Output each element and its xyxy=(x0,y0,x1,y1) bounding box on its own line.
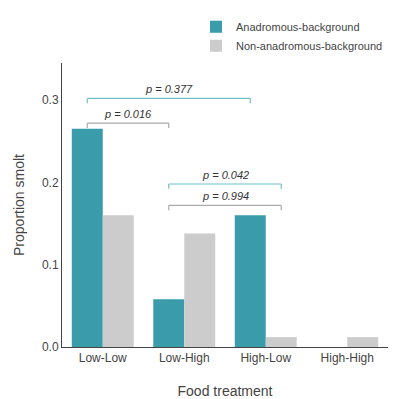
svg-text:0.0: 0.0 xyxy=(42,340,59,354)
svg-text:p = 0.377: p = 0.377 xyxy=(145,83,193,95)
svg-text:0.2: 0.2 xyxy=(42,176,59,190)
svg-text:Anadromous-background: Anadromous-background xyxy=(236,21,360,33)
svg-text:Low-Low: Low-Low xyxy=(79,351,127,365)
svg-text:Food treatment: Food treatment xyxy=(178,383,273,399)
svg-text:Non-anadromous-background: Non-anadromous-background xyxy=(236,40,382,52)
svg-text:High-High: High-High xyxy=(321,351,374,365)
svg-text:High-Low: High-Low xyxy=(240,351,291,365)
svg-text:p = 0.016: p = 0.016 xyxy=(104,108,152,120)
svg-text:p = 0.042: p = 0.042 xyxy=(202,169,249,181)
svg-text:Proportion smolt: Proportion smolt xyxy=(11,154,27,256)
svg-text:Low-High: Low-High xyxy=(159,351,210,365)
svg-text:0.3: 0.3 xyxy=(42,93,59,107)
svg-text:p = 0.994: p = 0.994 xyxy=(202,190,249,202)
svg-text:0.1: 0.1 xyxy=(42,258,59,272)
